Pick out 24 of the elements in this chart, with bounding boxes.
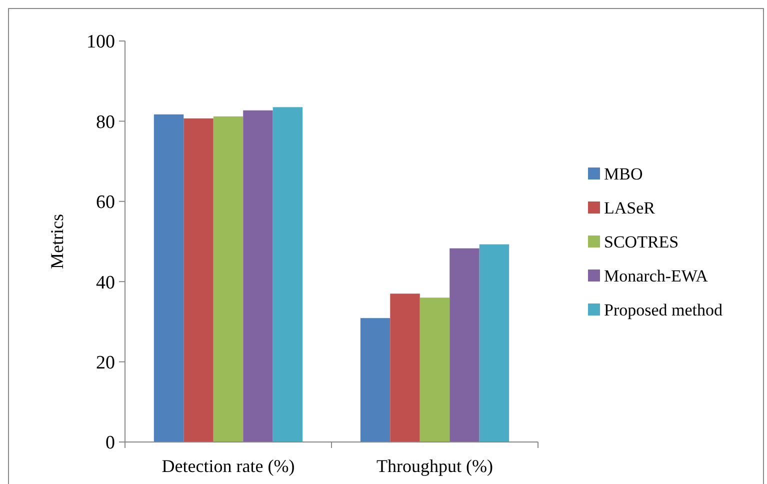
y-tick-label: 80 <box>96 112 115 133</box>
bar <box>154 114 184 442</box>
bar <box>243 110 273 442</box>
bar <box>184 118 214 442</box>
legend-label: MBO <box>604 164 643 184</box>
bar <box>450 248 480 442</box>
bar <box>272 107 303 442</box>
legend-label: Proposed method <box>604 300 724 320</box>
y-tick-label: 100 <box>86 32 115 53</box>
y-tick-label: 20 <box>96 352 115 374</box>
bar <box>360 318 390 442</box>
y-tick-label: 60 <box>96 192 115 214</box>
legend-label: SCOTRES <box>604 232 679 252</box>
y-axis-title: Metrics <box>47 214 67 269</box>
x-tick-label: Throughput (%) <box>376 456 493 476</box>
legend-label: Monarch-EWA <box>604 266 709 286</box>
bar <box>213 116 244 442</box>
bar <box>420 298 450 442</box>
x-tick-label: Detection rate (%) <box>162 456 295 476</box>
bar <box>390 294 420 442</box>
y-tick-label: 0 <box>106 432 115 454</box>
bar <box>479 244 510 442</box>
y-tick-label: 40 <box>96 272 115 294</box>
legend-label: LASeR <box>604 198 656 218</box>
